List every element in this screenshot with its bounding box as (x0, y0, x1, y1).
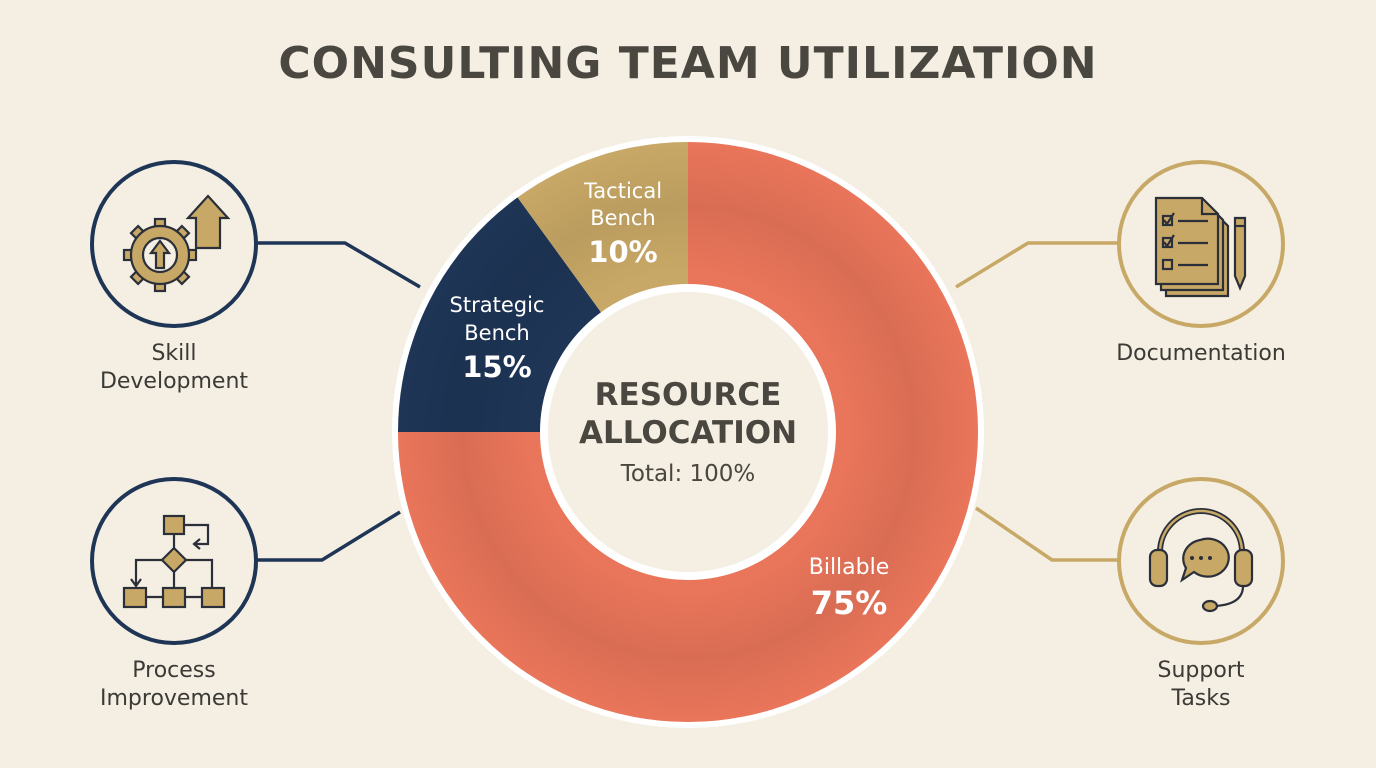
slice-label-tactical-line2: Bench (590, 206, 656, 230)
documentation-badge (1117, 160, 1285, 328)
connector-skill-development (256, 241, 421, 289)
label-process-improvement: Process Improvement (100, 658, 248, 711)
slice-value-strategic: 15% (462, 350, 531, 384)
center-title-line2: ALLOCATION (579, 415, 797, 451)
checklist-document-icon (1154, 196, 1247, 298)
slice-label-tactical-line1: Tactical (583, 179, 662, 203)
page-title: CONSULTING TEAM UTILIZATION (278, 38, 1098, 89)
label-documentation: Documentation (1116, 341, 1286, 366)
support-tasks-badge (1117, 477, 1285, 645)
skill-development-badge (90, 160, 258, 328)
label-skill-development: Skill Development (99, 341, 249, 394)
process-improvement-badge (90, 477, 258, 645)
donut-center (540, 284, 836, 580)
slice-label-strategic-line1: Strategic (450, 293, 545, 317)
slice-value-tactical: 10% (588, 235, 657, 269)
connector-support-tasks (975, 506, 1118, 562)
label-support-tasks: Support Tasks (1157, 658, 1245, 711)
center-title-line1: RESOURCE (595, 377, 782, 413)
center-total: Total: 100% (620, 461, 756, 487)
connector-process-improvement (256, 510, 401, 562)
headset-chat-icon (1148, 508, 1254, 613)
gear-arrow-up-icon (122, 194, 231, 293)
flowchart-icon (122, 514, 226, 609)
slice-value-billable: 75% (811, 584, 888, 622)
slice-label-strategic-line2: Bench (464, 321, 530, 345)
slice-label-billable: Billable (809, 555, 890, 580)
connector-documentation (955, 241, 1118, 289)
